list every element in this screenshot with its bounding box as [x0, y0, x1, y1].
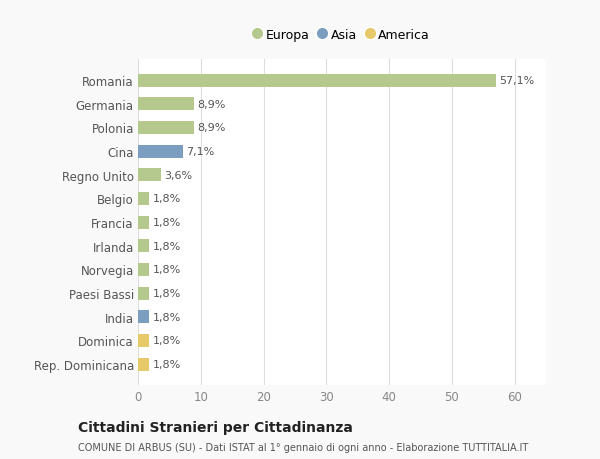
Text: 1,8%: 1,8%	[152, 241, 181, 251]
Bar	[138, 311, 149, 324]
Text: COMUNE DI ARBUS (SU) - Dati ISTAT al 1° gennaio di ogni anno - Elaborazione TUTT: COMUNE DI ARBUS (SU) - Dati ISTAT al 1° …	[78, 442, 528, 452]
Bar	[138, 263, 149, 276]
Text: 7,1%: 7,1%	[186, 147, 214, 157]
Bar	[138, 74, 496, 88]
Text: 1,8%: 1,8%	[152, 312, 181, 322]
Bar	[138, 146, 182, 158]
Text: 8,9%: 8,9%	[197, 123, 226, 133]
Text: 3,6%: 3,6%	[164, 170, 192, 180]
Bar	[138, 287, 149, 300]
Text: 57,1%: 57,1%	[500, 76, 535, 86]
Legend: Europa, Asia, America: Europa, Asia, America	[249, 23, 435, 46]
Bar	[138, 216, 149, 229]
Text: 1,8%: 1,8%	[152, 288, 181, 298]
Text: 1,8%: 1,8%	[152, 265, 181, 275]
Bar	[138, 122, 194, 134]
Bar	[138, 192, 149, 206]
Text: 8,9%: 8,9%	[197, 100, 226, 110]
Text: 1,8%: 1,8%	[152, 218, 181, 228]
Bar	[138, 240, 149, 253]
Text: 1,8%: 1,8%	[152, 194, 181, 204]
Text: Cittadini Stranieri per Cittadinanza: Cittadini Stranieri per Cittadinanza	[78, 420, 353, 434]
Bar	[138, 169, 161, 182]
Bar	[138, 358, 149, 371]
Bar	[138, 334, 149, 347]
Text: 1,8%: 1,8%	[152, 336, 181, 346]
Text: 1,8%: 1,8%	[152, 359, 181, 369]
Bar	[138, 98, 194, 111]
